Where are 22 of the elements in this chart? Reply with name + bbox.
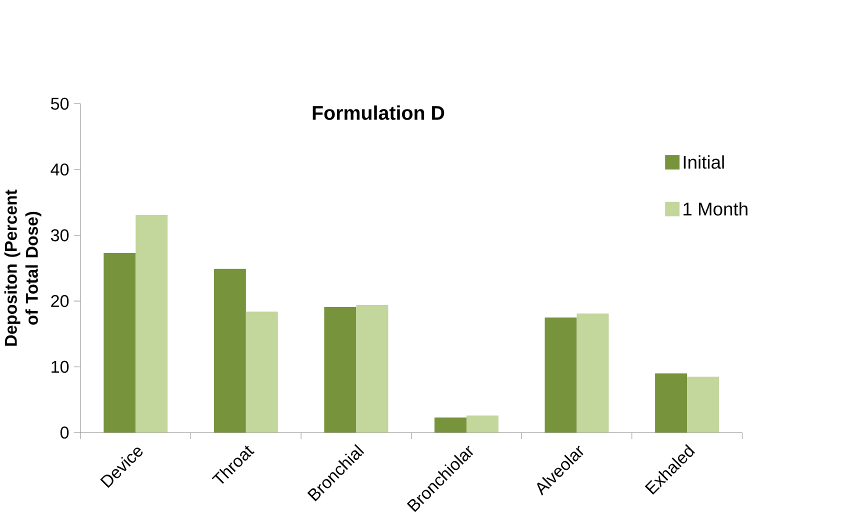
bar <box>466 416 498 433</box>
bar <box>655 373 688 433</box>
y-tick-label: 20 <box>51 295 69 308</box>
bar <box>214 268 246 433</box>
bar <box>104 253 136 433</box>
bar <box>544 318 577 433</box>
chart-title: Formulation D <box>312 105 444 120</box>
bar <box>356 305 388 433</box>
y-axis-title: Depositon (Percent of Total Dose) <box>4 190 42 346</box>
legend-label: Initial <box>684 155 724 169</box>
y-tick-label: 50 <box>50 98 69 110</box>
bar <box>434 418 466 433</box>
y-tick-label: 10 <box>52 360 69 373</box>
y-tick-label: 0 <box>60 426 69 439</box>
bar <box>246 312 278 433</box>
y-tick-label: 40 <box>50 164 69 176</box>
legend-label: 1 Month <box>684 202 748 216</box>
bar <box>687 376 720 433</box>
bar <box>324 307 356 433</box>
y-tick-label: 30 <box>50 229 69 242</box>
bar <box>576 314 609 433</box>
bar <box>136 214 168 433</box>
